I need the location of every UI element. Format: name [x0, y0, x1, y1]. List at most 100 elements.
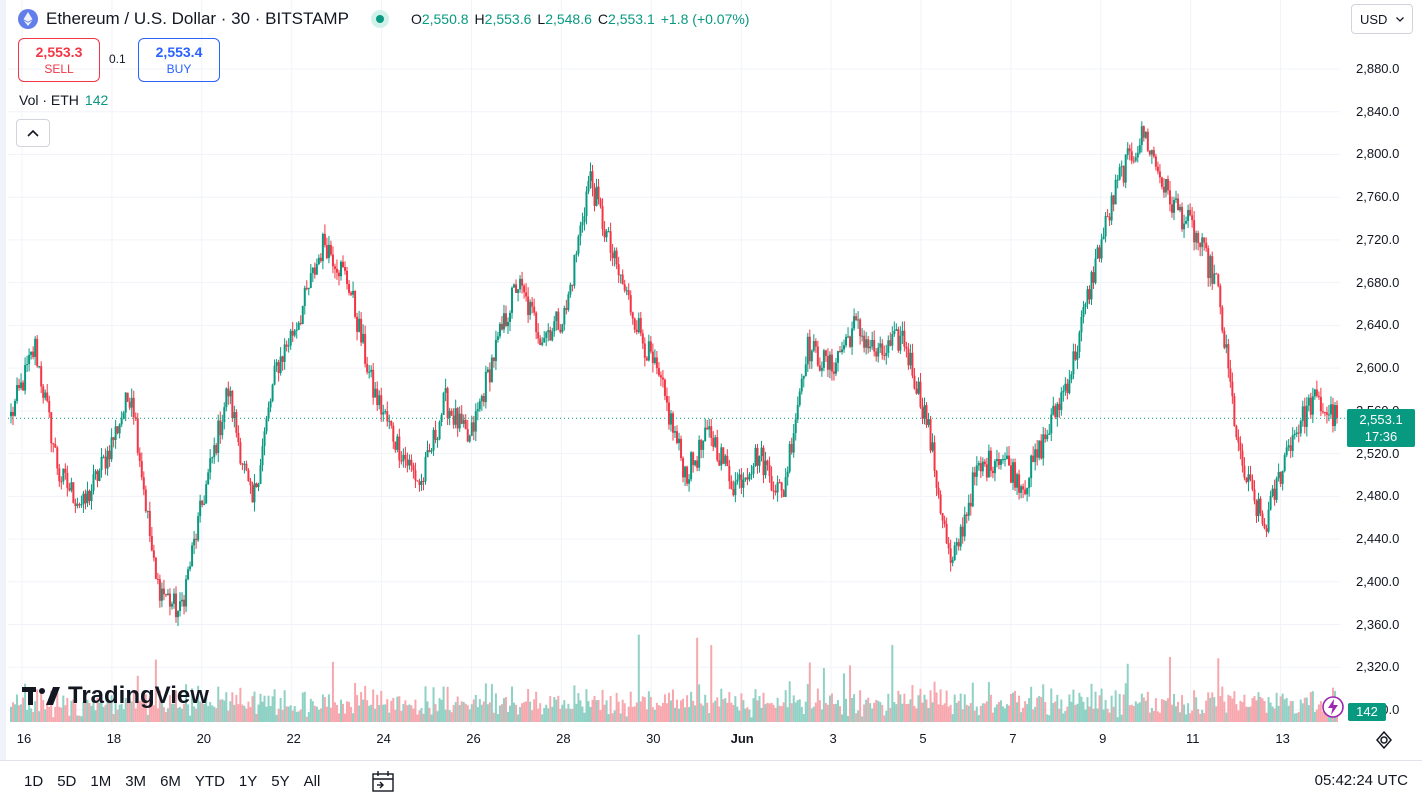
x-tick-label: 24 [376, 731, 391, 746]
volume-bar [911, 685, 914, 722]
volume-bar [321, 694, 324, 722]
bar-countdown: 17:36 [1364, 429, 1398, 444]
candle-body [766, 460, 769, 465]
volume-bar [1166, 698, 1169, 722]
volume-bar [376, 694, 379, 722]
candle-body [985, 464, 988, 478]
range-button-5d[interactable]: 5D [57, 773, 77, 790]
range-button-all[interactable]: All [303, 773, 321, 790]
volume-bar [1132, 705, 1135, 722]
candle-body [843, 345, 846, 350]
candle-body [331, 254, 334, 267]
candle-body [873, 340, 876, 352]
volume-bar [166, 708, 169, 722]
volume-bar [229, 701, 232, 722]
range-button-1y[interactable]: 1Y [238, 773, 258, 790]
volume-bar [58, 706, 61, 722]
y-tick-label: 2,320.0 [1356, 659, 1400, 675]
settings-icon[interactable] [1374, 730, 1394, 750]
order-quantity[interactable]: 0.1 [109, 52, 126, 66]
range-button-5y[interactable]: 5Y [271, 773, 290, 790]
volume-bar [521, 703, 524, 722]
buy-button[interactable]: 2,553.4 BUY [138, 38, 220, 82]
volume-bar [541, 714, 544, 722]
candle-body [1247, 474, 1250, 482]
candle-body [826, 356, 829, 370]
candle-body [746, 477, 749, 480]
candle-body [450, 410, 453, 416]
candle-body [98, 470, 101, 481]
volume-bar [442, 686, 445, 722]
volume-bar [482, 701, 485, 722]
volume-bar [122, 709, 125, 722]
y-tick-label: 2,640.0 [1356, 317, 1400, 333]
volume-bar [750, 717, 753, 722]
candle-body [1086, 289, 1089, 304]
candle-body [474, 411, 477, 432]
currency-select[interactable]: USD [1351, 4, 1413, 34]
volume-bar [364, 685, 367, 722]
range-button-3m[interactable]: 3M [125, 773, 147, 790]
candle-body [1138, 144, 1141, 153]
candle-body [76, 504, 79, 506]
volume-bar [1287, 705, 1290, 722]
volume-bar [794, 702, 797, 722]
compare-icon[interactable] [370, 769, 396, 795]
candle-body [667, 402, 670, 425]
flash-icon[interactable] [1320, 694, 1346, 720]
candle-body [346, 270, 349, 285]
candle-body [861, 335, 864, 337]
candle-body [969, 502, 972, 507]
price-chart[interactable] [0, 0, 1422, 760]
volume-bar [573, 685, 576, 722]
close-key: C [597, 11, 609, 27]
candle-body [253, 483, 256, 503]
sell-button[interactable]: 2,553.3 SELL [18, 38, 100, 82]
candle-body [323, 233, 326, 246]
volume-bar [641, 696, 644, 722]
candle-body [480, 395, 483, 402]
volume-bar [327, 694, 330, 722]
volume-bar [388, 712, 391, 722]
range-button-1m[interactable]: 1M [90, 773, 112, 790]
utc-clock[interactable]: 05:42:24 UTC [1314, 772, 1408, 789]
candle-body [1024, 489, 1027, 495]
candle-body [472, 422, 475, 432]
candle-body [659, 375, 662, 378]
candle-body [382, 412, 385, 415]
symbol-title[interactable]: Ethereum / U.S. Dollar · 30 · BITSTAMP [46, 9, 349, 28]
volume-bar [1078, 692, 1081, 722]
candle-body [110, 437, 113, 460]
volume-bar [955, 702, 958, 722]
volume-bar [788, 681, 791, 722]
tradingview-logo[interactable]: TradingView [22, 682, 209, 710]
volume-bar [949, 704, 952, 722]
candle-body [438, 421, 441, 440]
candle-body [1311, 396, 1314, 415]
volume-bar [1245, 706, 1248, 722]
candle-body [991, 470, 994, 474]
candle-body [1283, 455, 1286, 471]
range-button-1d[interactable]: 1D [24, 773, 44, 790]
candle-body [317, 257, 320, 265]
volume-bar [116, 709, 119, 722]
volume-bar [633, 706, 636, 722]
candle-body [545, 332, 548, 338]
last-price-tag: 2,553.1 17:36 [1347, 409, 1415, 447]
candle-body [663, 379, 666, 397]
volume-bar [60, 707, 63, 722]
range-button-6m[interactable]: 6M [160, 773, 181, 790]
volume-bar [203, 703, 206, 722]
range-button-ytd[interactable]: YTD [194, 773, 225, 790]
volume-bar [164, 712, 167, 722]
volume-bar [1130, 704, 1133, 722]
candle-body [1249, 474, 1252, 480]
candle-body [1269, 495, 1272, 510]
candle-body [92, 474, 95, 491]
volume-bar [1217, 658, 1220, 722]
candle-body [1177, 198, 1180, 211]
volume-bar [692, 700, 695, 722]
collapse-legend-button[interactable] [16, 119, 50, 147]
volume-bar [1086, 697, 1089, 722]
candle-body [686, 466, 689, 484]
